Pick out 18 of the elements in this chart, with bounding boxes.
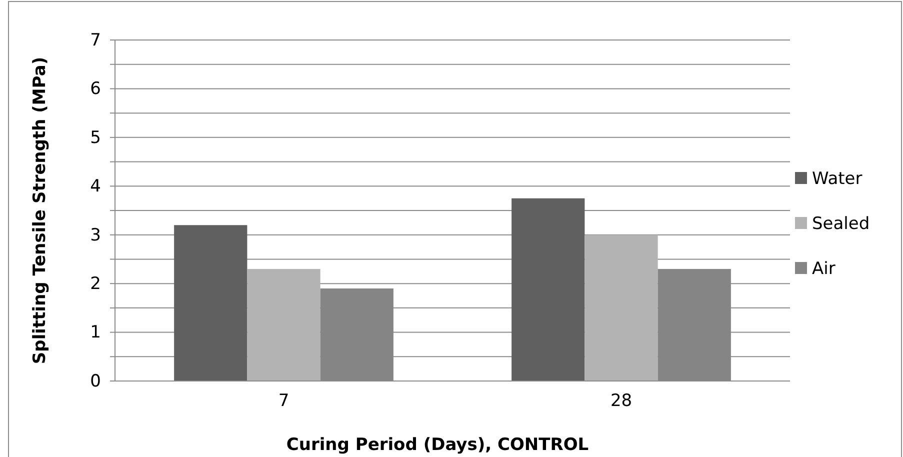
bar	[584, 234, 658, 381]
x-axis-title: Curing Period (Days), CONTROL	[286, 435, 589, 455]
bar	[512, 198, 585, 381]
bar	[247, 268, 320, 381]
x-tick-label: 28	[610, 391, 632, 411]
y-tick-label: 3	[90, 225, 101, 246]
y-tick-label: 2	[90, 274, 101, 294]
y-tick-label: 1	[90, 322, 101, 343]
y-tick-label: 6	[90, 79, 101, 100]
bar	[174, 225, 248, 381]
y-axis-title: Splitting Tensile Strength (MPa)	[30, 56, 50, 364]
legend-label: Air	[812, 258, 836, 279]
y-tick-label: 5	[90, 128, 101, 148]
y-tick-label: 7	[90, 30, 101, 50]
legend-label: Sealed	[812, 214, 870, 234]
y-tick-label: 4	[90, 176, 101, 197]
legend-label: Water	[812, 168, 862, 189]
y-tick-label: 0	[90, 371, 101, 392]
